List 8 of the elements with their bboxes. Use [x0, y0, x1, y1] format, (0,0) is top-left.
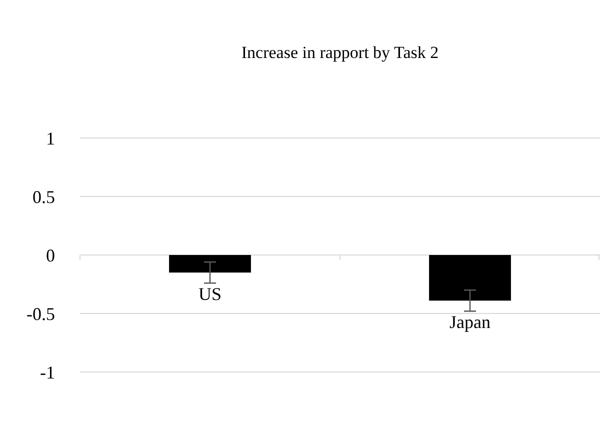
x-tick-label: Japan [450, 312, 490, 332]
x-tick-label: US [198, 284, 222, 304]
y-tick-label: 1 [46, 128, 55, 148]
y-tick-label: 0 [46, 245, 55, 266]
chart-title: Increase in rapport by Task 2 [241, 43, 439, 62]
y-tick-label: -1 [40, 362, 55, 382]
y-tick-label: 0.5 [32, 186, 55, 207]
y-tick-label: -0.5 [26, 304, 55, 324]
